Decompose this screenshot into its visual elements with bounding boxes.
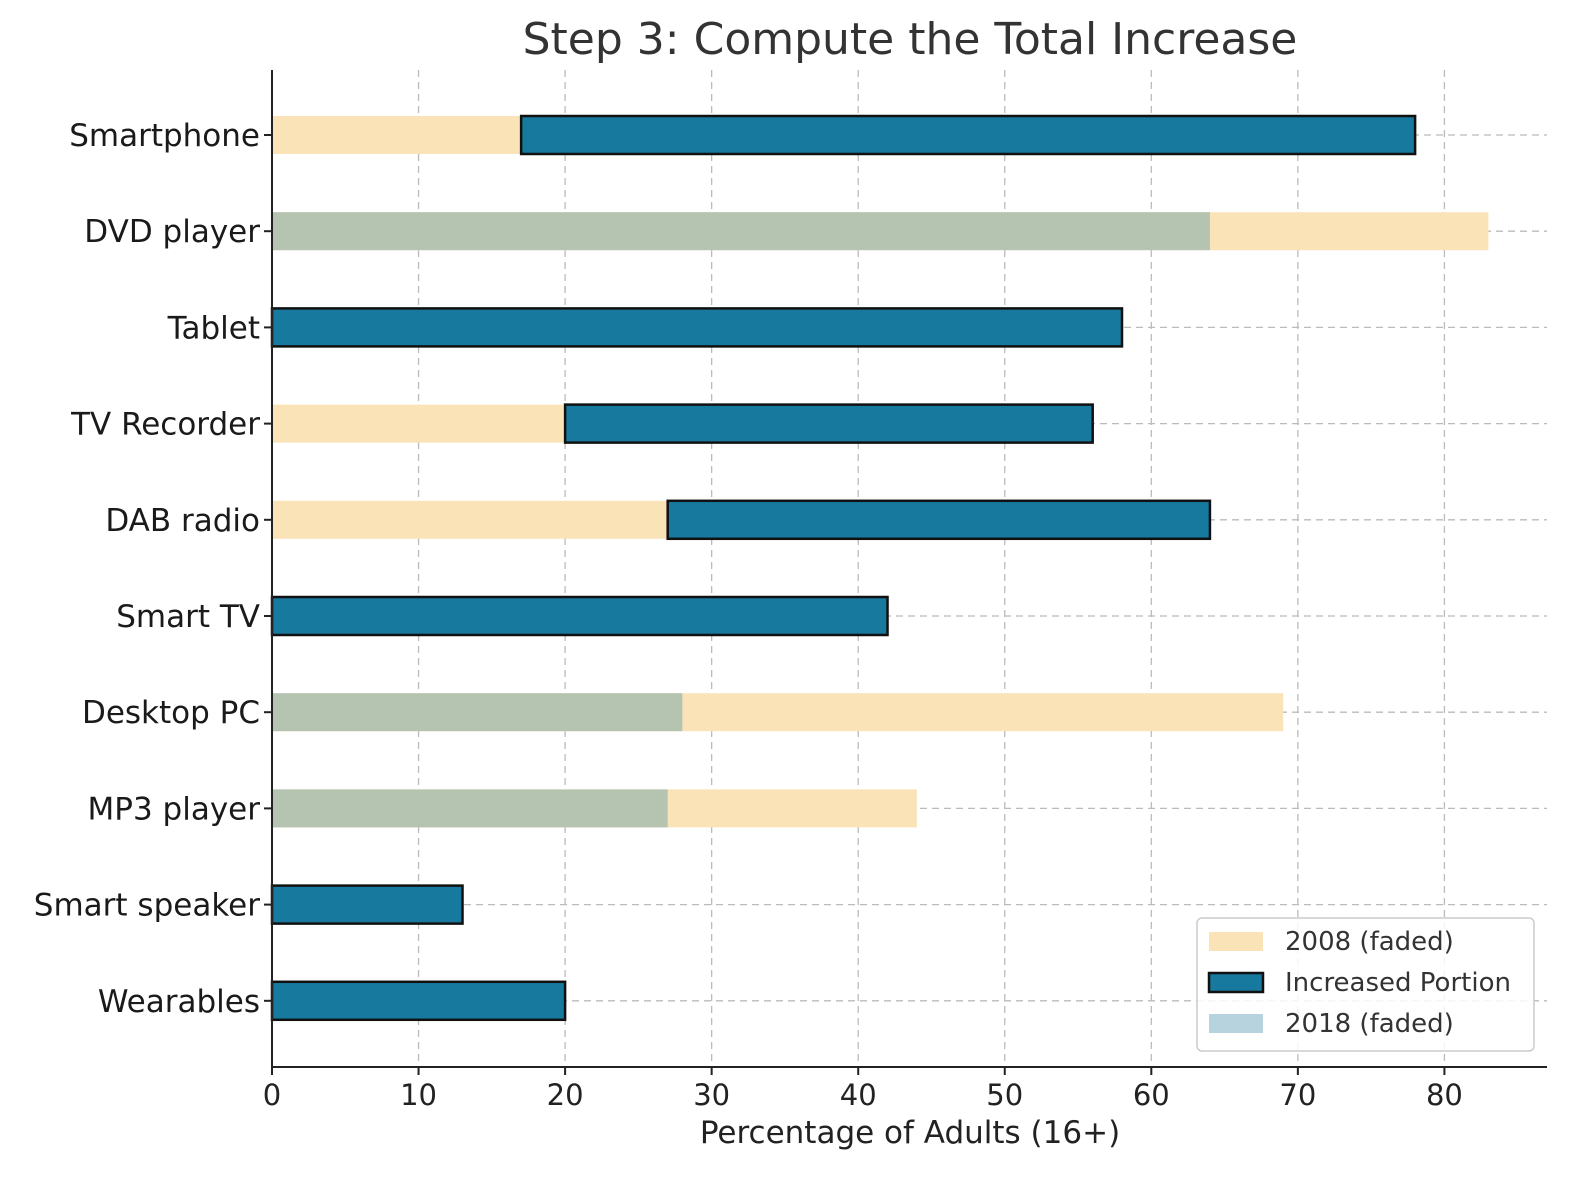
- bar-2008-dab-radio: [272, 500, 668, 539]
- bar-layer: [270, 114, 1489, 1022]
- tick-layer: 0 10 20 30 40 50 60 70 80 Smartphone DVD player Tab…: [34, 118, 1463, 1112]
- legend-frame: [1196, 917, 1535, 1052]
- x-tick-label-60: 60: [1133, 1078, 1170, 1112]
- legend-label-2018-faded-: 2018 (faded): [1285, 1009, 1454, 1039]
- x-tick-label-40: 40: [840, 1078, 877, 1112]
- legend-swatch-2018-faded-: [1209, 1014, 1263, 1033]
- x-tick-label-0: 0: [263, 1078, 281, 1112]
- x-tick-label-50: 50: [986, 1078, 1023, 1112]
- category-label-smart-speaker: Smart speaker: [34, 888, 260, 924]
- legend: 2008 (faded) Increased Portion 2018 (faded…: [1196, 917, 1535, 1052]
- bar-2018-desktop-pc: [272, 693, 683, 732]
- x-tick-label-80: 80: [1426, 1078, 1463, 1112]
- bar-increase-smartphone: [519, 114, 1417, 156]
- category-label-desktop-pc: Desktop PC: [82, 695, 260, 731]
- x-tick-label-20: 20: [547, 1078, 584, 1112]
- bar-increase-smart-speaker: [270, 884, 464, 925]
- legend-label-2008-faded-: 2008 (faded): [1285, 927, 1454, 957]
- category-label-tablet: Tablet: [167, 310, 260, 346]
- x-tick-label-70: 70: [1279, 1078, 1316, 1112]
- category-label-tv-recorder: TV Recorder: [70, 407, 260, 443]
- category-label-wearables: Wearables: [98, 984, 260, 1020]
- bar-2018-dvd-player: [272, 212, 1210, 251]
- bar-increase-smart-tv: [270, 595, 889, 637]
- category-label-mp3-player: MP3 player: [88, 791, 261, 827]
- bar-2008-tv-recorder: [272, 404, 566, 443]
- category-label-dvd-player: DVD player: [84, 214, 260, 250]
- category-label-smartphone: Smartphone: [69, 118, 260, 154]
- bar-increase-dab-radio: [666, 499, 1212, 541]
- legend-swatch-2008-faded-: [1209, 932, 1263, 951]
- category-label-smart-tv: Smart TV: [116, 599, 260, 635]
- legend-swatch-increased-portion: [1207, 971, 1265, 994]
- bar-increase-wearables: [270, 980, 567, 1022]
- x-axis-label: Percentage of Adults (16+): [700, 1115, 1120, 1151]
- bar-increase-tablet: [270, 307, 1124, 348]
- bar-2018-mp3-player: [272, 789, 668, 828]
- category-label-dab-radio: DAB radio: [105, 503, 260, 539]
- bar-2008-smartphone: [272, 116, 522, 154]
- x-tick-label-30: 30: [693, 1078, 730, 1112]
- bar-increase-tv-recorder: [563, 403, 1094, 444]
- chart-title: Step 3: Compute the Total Increase: [523, 14, 1298, 65]
- axis-layer: [271, 70, 1547, 1068]
- legend-label-increased-portion: Increased Portion: [1285, 968, 1511, 998]
- x-tick-label-10: 10: [400, 1078, 437, 1112]
